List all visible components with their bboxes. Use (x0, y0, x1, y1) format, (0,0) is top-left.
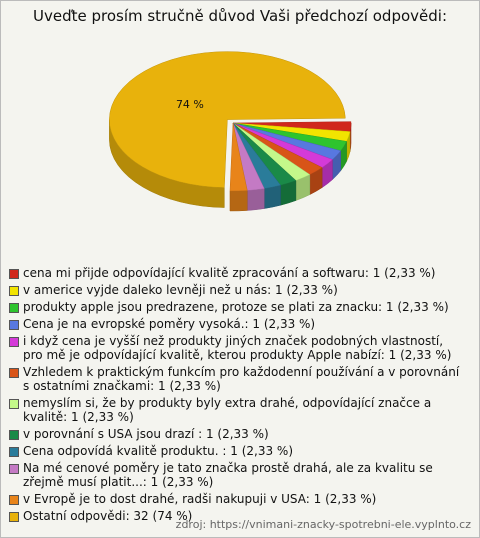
legend-swatch (9, 399, 19, 409)
slice (109, 51, 346, 188)
legend-swatch (9, 286, 19, 296)
legend-item: Cena je na evropské poměry vysoká.: 1 (2… (9, 317, 464, 331)
legend-label: v americe vyjde daleko levněji než u nás… (23, 283, 338, 297)
legend-item: i když cena je vyšší než produkty jiných… (9, 334, 464, 362)
slice-side (264, 184, 281, 209)
legend-swatch (9, 337, 19, 347)
chart: Uveďte prosím stručně důvod Vaši předcho… (33, 7, 447, 212)
legend-label: cena mi přijde odpovídající kvalitě zpra… (23, 266, 436, 280)
legend-label: Cena odpovídá kvalitě produktu. : 1 (2,3… (23, 444, 293, 458)
legend-label: v porovnání s USA jsou drazí : 1 (2,33 %… (23, 427, 269, 441)
legend: cena mi přijde odpovídající kvalitě zpra… (9, 266, 464, 526)
legend-swatch (9, 447, 19, 457)
legend-item: Vzhledem k praktickým funkcím pro každod… (9, 365, 464, 393)
legend-item: v Evropě je to dost drahé, radši nakupuj… (9, 492, 464, 506)
legend-item: Ostatní odpovědi: 32 (74 %) (9, 509, 464, 523)
legend-label: i když cena je vyšší než produkty jiných… (23, 334, 452, 362)
legend-item: Cena odpovídá kvalitě produktu. : 1 (2,3… (9, 444, 464, 458)
legend-label: produkty apple jsou predrazene, protoze … (23, 300, 449, 314)
slice-side (247, 188, 265, 211)
legend-swatch (9, 368, 19, 378)
chart-title: Uveďte prosím stručně důvod Vaši předcho… (33, 7, 447, 25)
source: zdroj: https://vnimani-znacky-spotrebni-… (175, 518, 471, 531)
legend-label: Na mé cenové poměry je tato značka prost… (23, 461, 433, 489)
legend-swatch (9, 464, 19, 474)
legend-label: Ostatní odpovědi: 32 (74 %) (23, 509, 193, 523)
data-label: 74 % (176, 98, 204, 111)
legend-swatch (9, 303, 19, 313)
legend-swatch (9, 320, 19, 330)
legend-label: Cena je na evropské poměry vysoká.: 1 (2… (23, 317, 316, 331)
legend-item: produkty apple jsou predrazene, protoze … (9, 300, 464, 314)
legend-swatch (9, 512, 19, 522)
legend-item: v porovnání s USA jsou drazí : 1 (2,33 %… (9, 427, 464, 441)
legend-label: Vzhledem k praktickým funkcím pro každod… (23, 365, 460, 393)
legend-swatch (9, 269, 19, 279)
legend-item: cena mi přijde odpovídající kvalitě zpra… (9, 266, 464, 280)
legend-item: Na mé cenové poměry je tato značka prost… (9, 461, 464, 489)
legend-item: v americe vyjde daleko levněji než u nás… (9, 283, 464, 297)
legend-label: nemyslím si, že by produkty byly extra d… (23, 396, 432, 424)
legend-label: v Evropě je to dost drahé, radši nakupuj… (23, 492, 377, 506)
slice-side (229, 190, 248, 212)
slice (229, 122, 248, 192)
legend-item: nemyslím si, že by produkty byly extra d… (9, 396, 464, 424)
legend-swatch (9, 495, 19, 505)
legend-swatch (9, 430, 19, 440)
